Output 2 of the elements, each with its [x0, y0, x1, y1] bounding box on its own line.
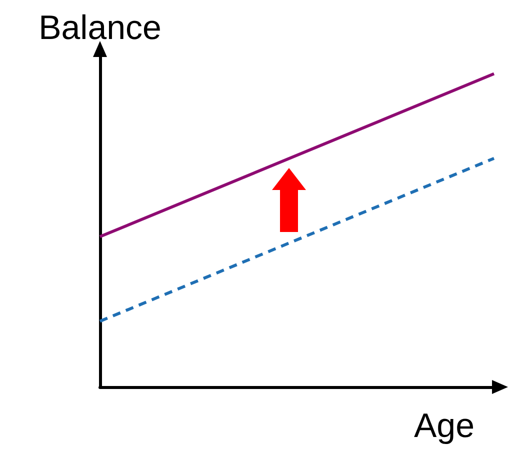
y-axis-title: Balance: [38, 9, 162, 47]
x-axis-title: Age: [414, 407, 474, 445]
